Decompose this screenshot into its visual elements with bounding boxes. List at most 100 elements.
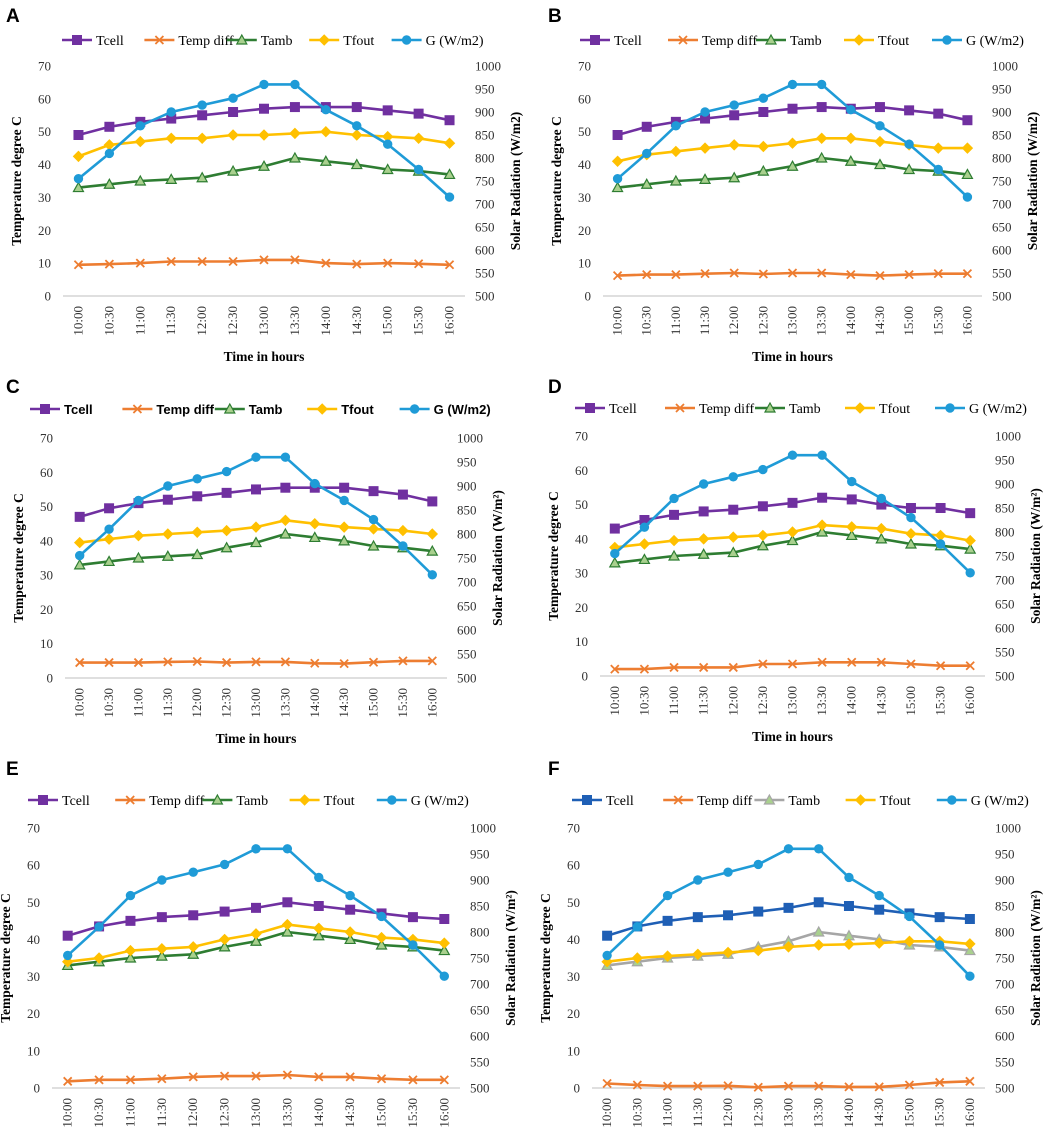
- y-axis-title: Temperature degree C: [538, 893, 553, 1022]
- legend-marker: [235, 33, 248, 45]
- data-point-temp-diff: [783, 1081, 794, 1091]
- x-tick-label: 14:30: [873, 686, 888, 716]
- data-point-tcell: [156, 912, 167, 923]
- data-point-tcell: [641, 121, 652, 132]
- data-point-tcell: [662, 915, 673, 926]
- y-tick-label: 10: [27, 1043, 40, 1058]
- x-axis-title: Time in hours: [752, 349, 833, 364]
- legend-marker: [945, 403, 955, 413]
- y2-tick-label: 1000: [457, 431, 483, 446]
- data-point-tamb: [697, 548, 710, 559]
- data-point-temp-diff: [874, 1082, 884, 1092]
- data-point-tfout: [728, 139, 740, 151]
- data-point-tfout: [103, 533, 115, 545]
- data-point-g-w-m2: [382, 139, 393, 149]
- legend-label: Temp diff: [699, 402, 754, 417]
- data-point-temp-diff: [314, 1072, 324, 1082]
- y-tick-label: 20: [578, 223, 591, 238]
- x-tick-label: 11:00: [660, 1098, 675, 1127]
- y2-tick-label: 600: [995, 621, 1015, 636]
- data-point-tcell: [964, 914, 975, 924]
- data-point-tfout: [964, 938, 976, 950]
- data-point-g-w-m2: [935, 539, 946, 549]
- data-point-tfout: [846, 521, 858, 533]
- data-point-temp-diff: [935, 1077, 945, 1088]
- data-point-tcell: [413, 108, 424, 119]
- y2-tick-label: 1000: [470, 821, 496, 836]
- data-point-g-w-m2: [610, 548, 620, 559]
- data-point-tcell: [351, 102, 362, 113]
- data-point-tfout: [132, 530, 145, 542]
- data-point-tamb: [220, 541, 233, 553]
- x-tick-label: 13:30: [277, 688, 292, 718]
- data-point-tcell: [74, 511, 85, 522]
- series-temp-diff: [612, 268, 973, 281]
- data-point-temp-diff: [163, 657, 173, 667]
- y2-tick-label: 850: [995, 501, 1015, 516]
- data-point-tamb: [249, 935, 263, 946]
- y2-tick-label: 900: [475, 105, 495, 120]
- data-point-tfout: [156, 943, 168, 955]
- legend-label: G (W/m2): [411, 794, 469, 809]
- data-point-tfout: [351, 129, 363, 141]
- x-tick-label: 11:30: [163, 306, 178, 335]
- data-point-tfout: [73, 536, 86, 549]
- legend-marker: [763, 793, 776, 805]
- data-point-tamb: [904, 537, 917, 549]
- data-point-tfout: [220, 524, 233, 537]
- y2-tick-label: 850: [457, 503, 477, 518]
- data-point-tfout: [124, 944, 137, 957]
- x-tick-label: 12:00: [720, 1098, 735, 1128]
- data-point-tcell: [817, 492, 828, 503]
- data-point-temp-diff: [192, 656, 202, 667]
- data-point-tfout: [786, 137, 799, 149]
- data-point-tfout: [786, 526, 799, 538]
- legend-marker: [585, 403, 595, 413]
- y2-tick-label: 650: [475, 220, 495, 235]
- data-point-tamb: [367, 539, 380, 551]
- data-point-tamb: [103, 178, 116, 189]
- legend-marker: [854, 402, 866, 414]
- series-tamb: [72, 151, 456, 193]
- y2-tick-label: 750: [470, 951, 490, 966]
- data-point-tfout: [631, 952, 644, 964]
- data-point-tamb: [815, 151, 828, 163]
- data-point-tamb: [638, 553, 651, 565]
- data-point-tamb: [218, 940, 231, 952]
- data-point-tamb: [611, 181, 624, 193]
- data-point-g-w-m2: [125, 890, 136, 901]
- data-point-temp-diff: [642, 270, 652, 280]
- y2-tick-label: 950: [995, 847, 1015, 862]
- data-point-g-w-m2: [693, 875, 703, 885]
- data-point-g-w-m2: [669, 493, 679, 504]
- data-point-temp-diff: [339, 658, 349, 669]
- data-point-temp-diff: [125, 1075, 136, 1085]
- data-point-g-w-m2: [321, 105, 331, 115]
- y-tick-label: 70: [27, 821, 40, 836]
- data-point-tcell: [728, 504, 739, 515]
- data-point-g-w-m2: [814, 844, 824, 854]
- data-point-tcell: [289, 102, 300, 113]
- series-tamb: [611, 151, 974, 193]
- y2-tick-label: 700: [995, 977, 1015, 992]
- x-tick-label: 10:00: [610, 306, 625, 336]
- legend: Tcell Temp diff Tamb Tfout G (W/m2): [62, 33, 484, 49]
- y-axis-title: Temperature degree C: [549, 116, 564, 245]
- data-point-tcell: [192, 491, 203, 502]
- data-point-tamb: [103, 555, 116, 567]
- y2-tick-label: 750: [995, 951, 1015, 966]
- y-tick-label: 30: [40, 568, 53, 583]
- data-point-g-w-m2: [413, 164, 424, 175]
- x-tick-label: 12:00: [726, 306, 741, 336]
- data-point-tamb: [132, 551, 145, 563]
- y-tick-label: 60: [27, 858, 40, 873]
- x-tick-label: 14:00: [307, 688, 322, 718]
- legend-marker: [947, 795, 957, 805]
- chart-panel-b: B 0 10 20 30 40 50 60 70 500 550 600 650 700 750 800 850…: [548, 6, 1040, 364]
- x-axis-title: Time in hours: [752, 729, 833, 744]
- legend-marker: [387, 795, 397, 805]
- x-tick-label: 15:30: [411, 306, 426, 336]
- data-point-tfout: [397, 524, 409, 537]
- data-point-tamb: [964, 542, 977, 554]
